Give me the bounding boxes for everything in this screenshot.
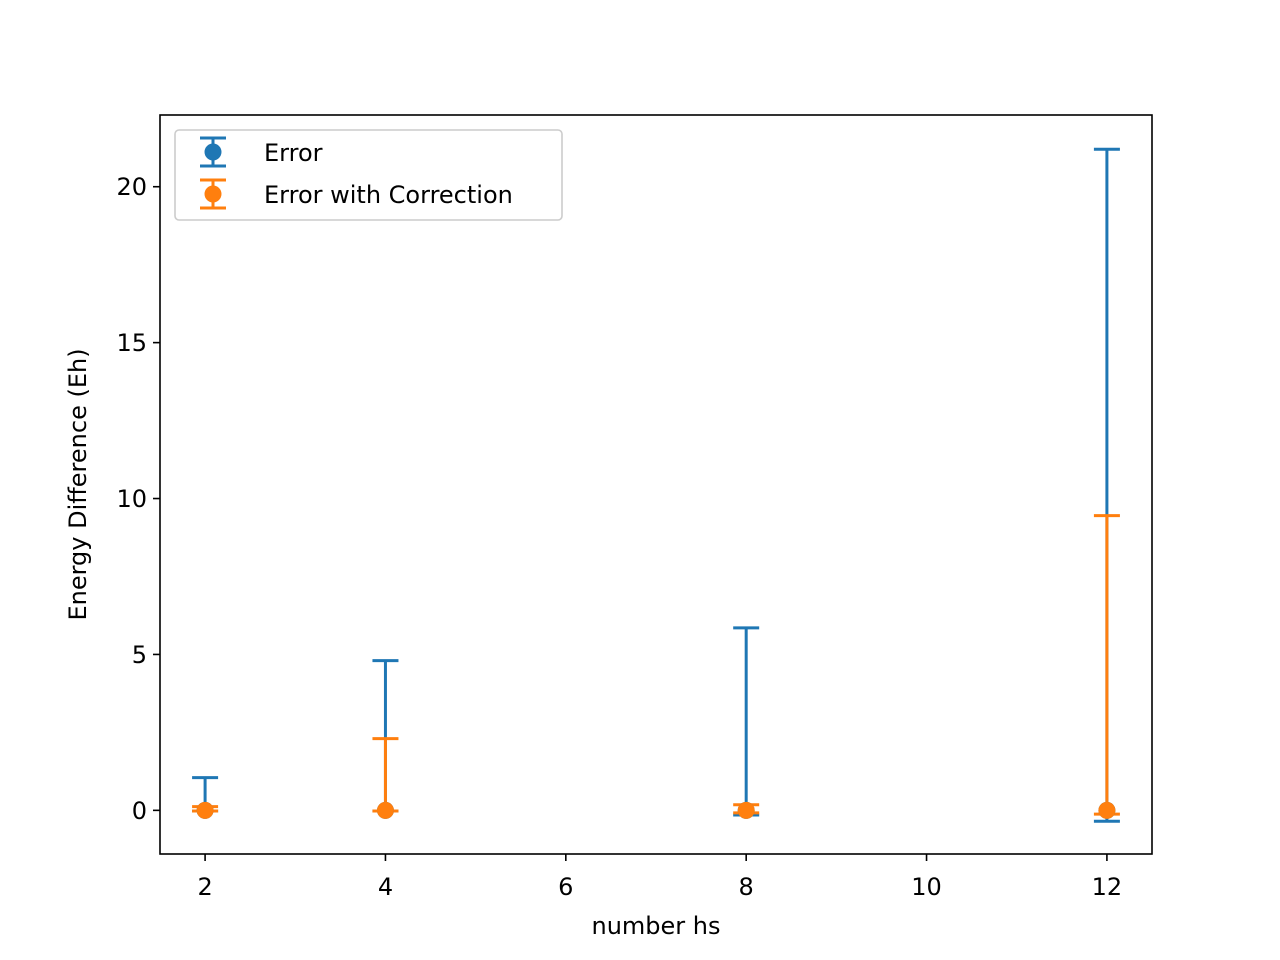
legend-label: Error with Correction — [264, 181, 513, 209]
x-axis-label: number hs — [591, 912, 720, 940]
plot-frame — [159, 114, 1153, 855]
data-point — [196, 801, 214, 819]
data-point — [376, 801, 394, 819]
legend-marker — [204, 143, 222, 161]
data-point — [1098, 801, 1116, 819]
data-point — [737, 801, 755, 819]
legend-marker — [204, 185, 222, 203]
y-axis-label: Energy Difference (Eh) — [64, 348, 92, 620]
x-tick-label: 8 — [739, 873, 754, 901]
y-axis-ticks: 0 5 10 15 20 — [116, 173, 160, 825]
x-tick-label: 4 — [378, 873, 393, 901]
x-axis-ticks: 2 4 6 8 10 12 — [197, 854, 1122, 901]
y-tick-label: 20 — [116, 173, 147, 201]
plot-content — [192, 147, 1120, 823]
y-tick-label: 15 — [116, 329, 147, 357]
y-tick-label: 0 — [132, 797, 147, 825]
x-tick-label: 10 — [911, 873, 942, 901]
legend: Error Error with Correction — [174, 129, 563, 221]
x-tick-label: 12 — [1092, 873, 1123, 901]
y-tick-label: 10 — [116, 485, 147, 513]
series-1-points — [196, 801, 1116, 819]
legend-frame — [174, 129, 563, 221]
x-tick-label: 6 — [558, 873, 573, 901]
x-tick-label: 2 — [197, 873, 212, 901]
legend-label: Error — [264, 139, 323, 167]
legend-entries: Error Error with Correction — [200, 136, 513, 210]
y-tick-label: 5 — [132, 641, 147, 669]
